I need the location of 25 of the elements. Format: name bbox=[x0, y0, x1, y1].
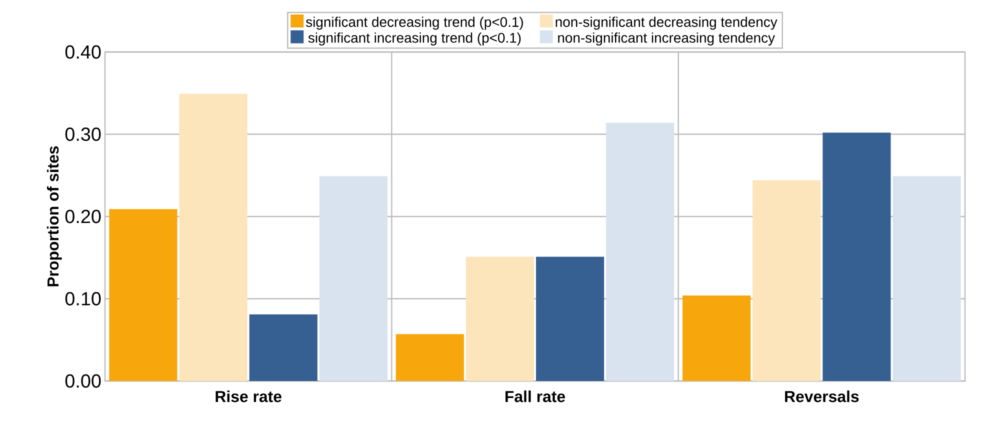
bar bbox=[822, 132, 891, 381]
y-tick-label: 0.40 bbox=[65, 45, 101, 59]
x-tick-label: Fall rate bbox=[506, 390, 566, 402]
bar bbox=[249, 314, 318, 381]
bar bbox=[892, 176, 961, 381]
bar bbox=[396, 334, 464, 381]
y-axis-title: Proportion of sites bbox=[46, 146, 62, 286]
bar bbox=[536, 256, 604, 381]
y-tick-label: 0.10 bbox=[65, 292, 101, 306]
bar bbox=[606, 122, 674, 381]
bar bbox=[179, 94, 248, 381]
legend-label: significant increasing trend (p<0.1) bbox=[308, 32, 521, 46]
bar bbox=[682, 295, 751, 381]
y-tick-label: 0.20 bbox=[65, 210, 101, 224]
y-tick-label: 0.30 bbox=[65, 128, 101, 141]
bar bbox=[752, 180, 821, 381]
legend-label: non-significant decreasing tendency bbox=[556, 16, 778, 30]
legend-label: non-significant increasing tendency bbox=[558, 32, 775, 46]
x-tick-label: Reversals bbox=[785, 390, 859, 402]
y-tick-label: 0.00 bbox=[65, 374, 101, 388]
bar bbox=[109, 209, 178, 381]
bar bbox=[319, 176, 388, 381]
x-tick-label: Rise rate bbox=[216, 390, 282, 402]
bar bbox=[466, 256, 534, 381]
legend-label: significant decreasing trend (p<0.1) bbox=[306, 16, 523, 30]
